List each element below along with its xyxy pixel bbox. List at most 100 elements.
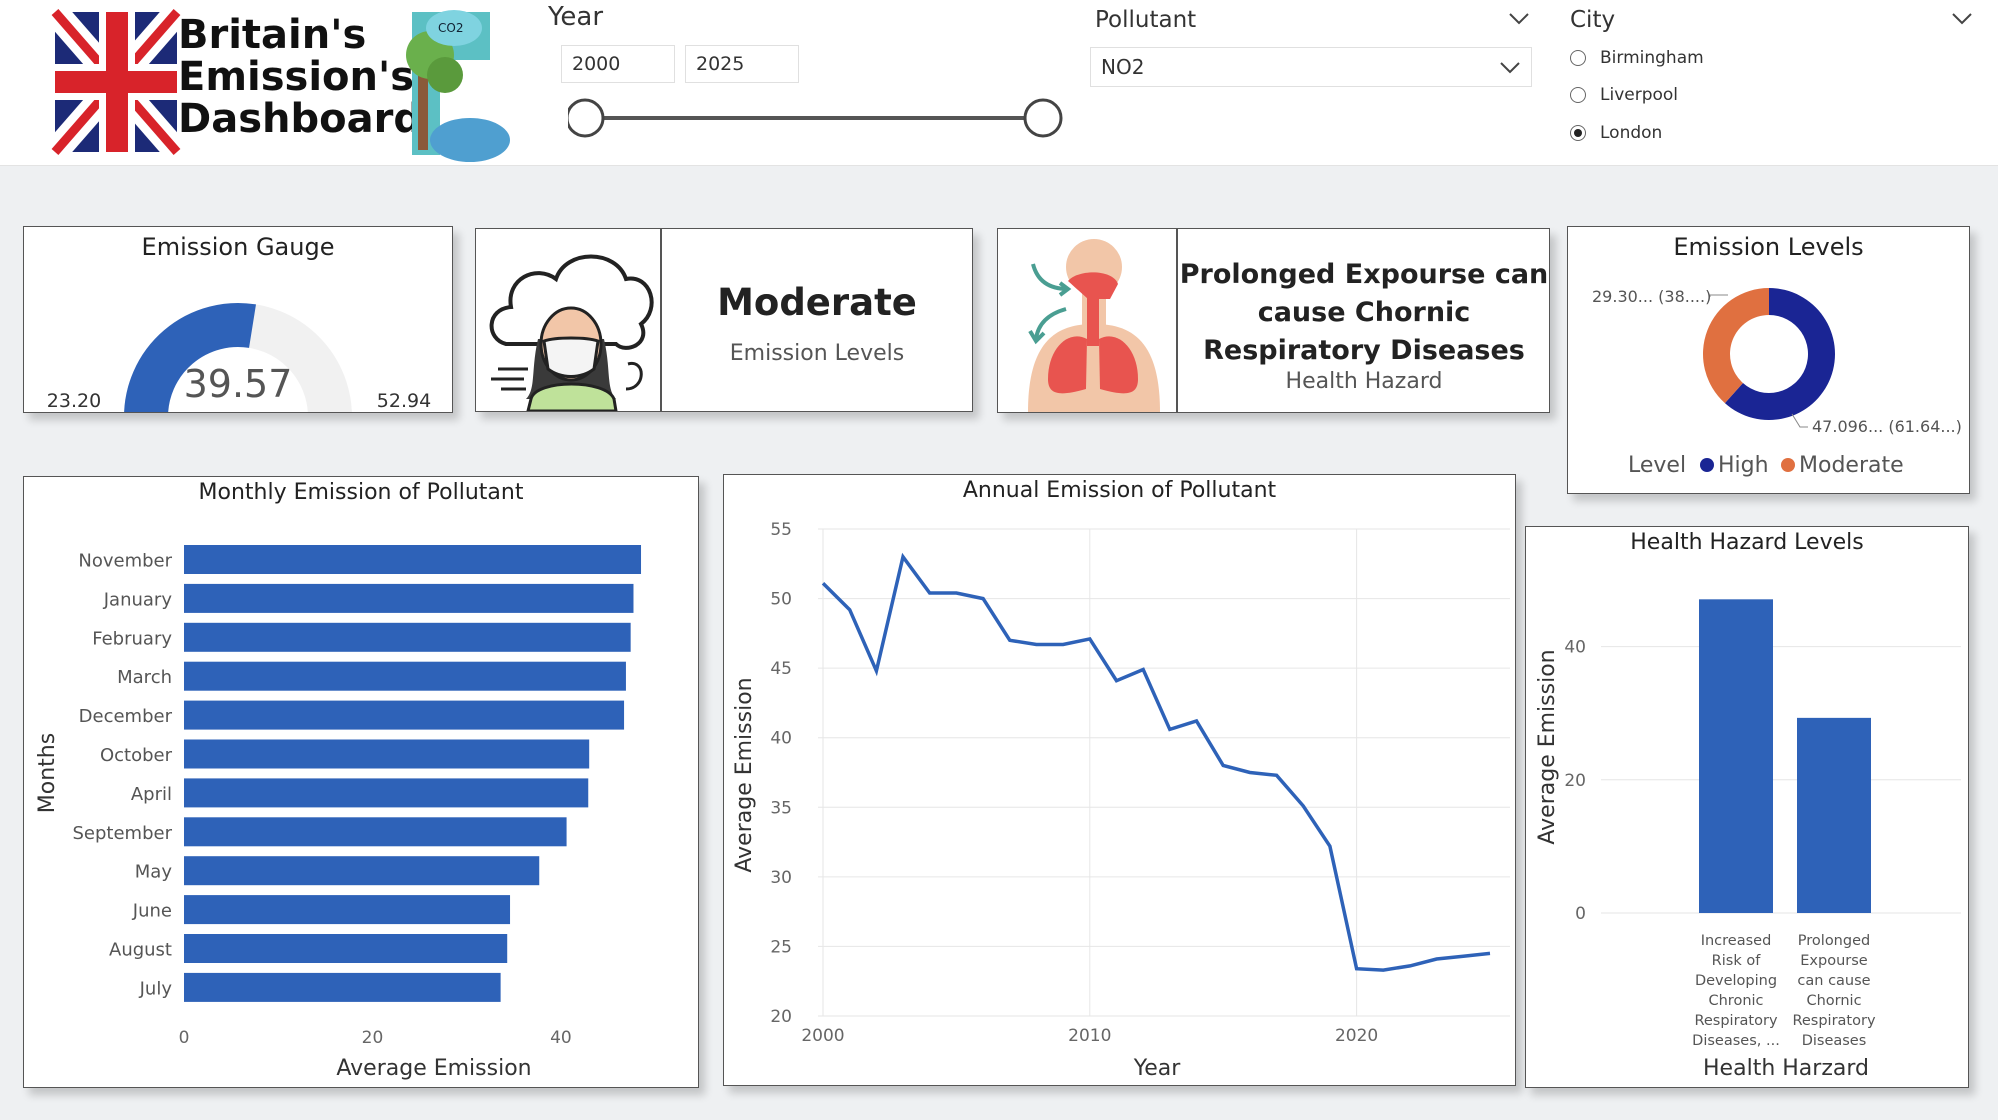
monthly-category-label: July [139,978,173,999]
annual-line-svg: Average Emission Year 20 25 30 35 40 45 50 55 20… [732,520,1510,1081]
monthly-xtick-label: 20 [362,1028,384,1048]
hazard-category-label: Developing [1695,973,1777,989]
city-option-label: Birmingham [1600,48,1704,68]
hazard-category-label: Diseases [1802,1033,1867,1049]
monthly-xtick-label: 0 [179,1028,190,1048]
monthly-bar[interactable] [184,622,631,652]
annual-chart-title: Annual Emission of Pollutant [962,478,1277,503]
donut-svg: 29.30... (38....) 47.096... (61.64...) L… [1592,287,1962,478]
union-jack-flag-icon [45,3,187,161]
monthly-bar[interactable] [184,895,511,925]
annual-ytick-label: 30 [770,868,792,888]
hazard-category-label: Risk of [1712,953,1762,969]
city-option-london[interactable]: London [1570,123,1662,143]
monthly-category-label: March [117,667,172,688]
co2-badge: CO2 [438,21,463,35]
year-range-slider[interactable] [568,98,1068,138]
hazard-chart-title: Health Hazard Levels [1630,530,1864,555]
monthly-bar[interactable] [184,856,540,886]
annual-ylabel: Average Emission [732,677,757,872]
city-option-label: Liverpool [1600,85,1679,105]
annual-ytick-label: 25 [770,937,792,957]
card-divider [1176,229,1178,412]
monthly-bar[interactable] [184,778,589,808]
annual-xtick-label: 2000 [801,1026,844,1046]
hazard-category-label: Expourse [1800,953,1868,969]
hazard-category-label: Respiratory [1694,1013,1777,1029]
year-from-input[interactable]: 2000 [561,45,675,83]
gauge-max-label: 52.94 [377,390,431,412]
gauge-fill [124,303,256,412]
annual-ytick-label: 50 [770,590,792,610]
hazard-ytick-label: 0 [1575,904,1586,924]
monthly-category-label: January [103,589,173,610]
monthly-ylabel: Months [35,733,60,813]
monthly-bar-svg: Months Average Emission November January F… [35,545,642,1081]
gauge-value: 39.57 [184,362,293,406]
hazard-bar-svg: Average Emission Health Harzard 0 20 40 Inc… [1535,599,1961,1081]
monthly-bar[interactable] [184,972,501,1002]
city-option-liverpool[interactable]: Liverpool [1570,85,1678,105]
hazard-ytick-label: 20 [1564,771,1586,791]
monthly-bar[interactable] [184,700,625,730]
pollutant-dropdown[interactable]: NO2 [1090,47,1532,87]
card-divider [660,229,662,411]
city-option-label: London [1600,123,1663,143]
monthly-category-label: December [79,706,173,727]
donut-legend-title: Level [1628,453,1686,478]
emission-gauge-card: Emission Gauge 39.57 23.20 52.94 [23,226,453,413]
annual-ytick-label: 20 [770,1007,792,1027]
year-to-input[interactable]: 2025 [685,45,799,83]
hazard-category-label: Chronic [1708,993,1763,1009]
emission-gauge: 39.57 23.20 52.94 [47,303,431,412]
pollutant-collapse-chevron-icon[interactable] [1508,12,1530,26]
monthly-emission-chart: Monthly Emission of Pollutant Months Ave… [23,476,699,1088]
hazard-category-label: Diseases, ... [1692,1033,1780,1049]
tree-cloud-icon [406,10,510,162]
monthly-bar[interactable] [184,817,567,847]
city-option-birmingham[interactable]: Birmingham [1570,48,1704,68]
emission-level-value: Moderate [717,281,917,324]
emission-levels-chart: Emission Levels 29.30... (38....) 47.096… [1567,226,1970,494]
annual-ytick-label: 55 [770,520,792,540]
monthly-bar[interactable] [184,583,634,613]
monthly-category-label: February [92,628,172,649]
year-filter-label: Year [548,2,604,32]
donut-label-moderate: 29.30... (38....) [1592,287,1711,306]
logo-line1: Britain's [178,12,366,58]
donut-slice-moderate[interactable] [1703,288,1769,404]
monthly-bar[interactable] [184,545,642,574]
hazard-category-label: Prolonged [1798,933,1870,949]
city-collapse-chevron-icon[interactable] [1951,12,1973,26]
annual-xlabel: Year [1133,1056,1182,1081]
pollutant-selected-value: NO2 [1101,55,1145,79]
monthly-bar[interactable] [184,934,508,963]
monthly-xtick-label: 40 [550,1028,572,1048]
annual-xtick-label: 2020 [1335,1026,1378,1046]
donut-legend-moderate: Moderate [1799,453,1904,478]
monthly-category-label: August [109,940,172,961]
slider-start-handle[interactable] [568,98,605,138]
donut-slice-high[interactable] [1724,288,1835,420]
monthly-bar[interactable] [184,661,626,691]
hazard-category-label: Respiratory [1792,1013,1875,1029]
logo-line2: Emission's [178,54,414,100]
monthly-bar[interactable] [184,739,590,769]
hazard-message-line1: Prolonged Expourse can [1179,259,1549,290]
lungs-icon [1028,239,1160,412]
slider-end-handle[interactable] [1023,98,1063,138]
hazard-bar[interactable] [1797,717,1871,913]
hazard-xlabel: Health Harzard [1703,1056,1869,1081]
monthly-category-label: October [100,745,173,766]
woman-mask-pollution-icon [489,254,654,411]
annual-emission-chart: Annual Emission of Pollutant Average Emi… [723,474,1516,1086]
hazard-message-line3: Respiratory Diseases [1203,335,1525,366]
hazard-caption: Health Hazard [1285,369,1443,394]
annual-ytick-label: 40 [770,729,792,749]
chevron-down-icon [1500,62,1520,74]
hazard-category-label: Increased [1701,933,1772,949]
donut-label-high: 47.096... (61.64...) [1812,417,1962,436]
hazard-ylabel: Average Emission [1535,649,1560,844]
emission-level-caption: Emission Levels [729,341,905,366]
hazard-bar[interactable] [1699,599,1773,913]
